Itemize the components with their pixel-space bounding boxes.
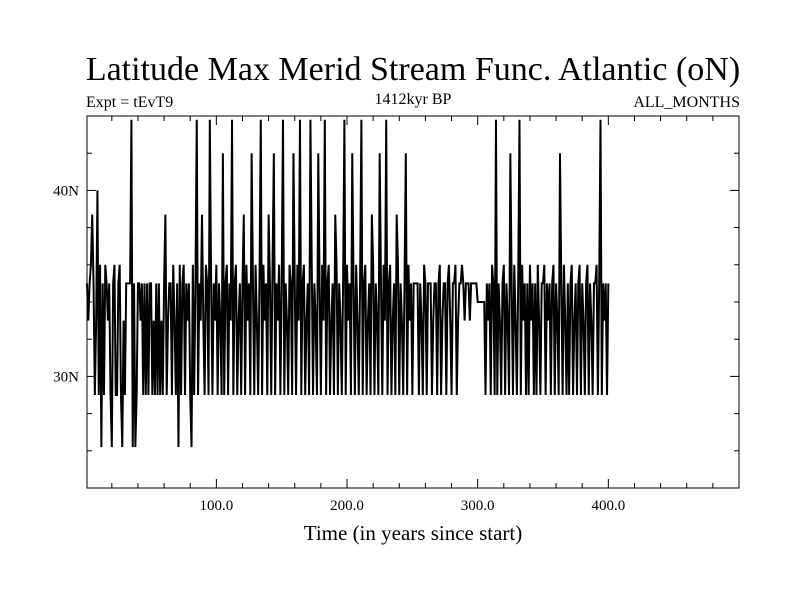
chart-subtitle-right: ALL_MONTHS xyxy=(633,94,740,111)
x-tick-label: 400.0 xyxy=(591,498,625,514)
chart-subtitle-left: Expt = tEvT9 xyxy=(86,94,173,111)
tick-labels: 100.0 200.0 300.0 400.0 30N 40N xyxy=(53,183,625,514)
chart-subtitle-center: 1412kyr BP xyxy=(375,91,452,108)
x-tick-label: 300.0 xyxy=(461,498,495,514)
series-line xyxy=(86,119,610,448)
x-tick-label: 100.0 xyxy=(199,498,233,514)
x-axis-label: Time (in years since start) xyxy=(304,521,523,545)
chart-title: Latitude Max Merid Stream Func. Atlantic… xyxy=(86,51,740,88)
y-tick-label: 40N xyxy=(53,183,79,199)
x-tick-label: 200.0 xyxy=(330,498,364,514)
axis-ticks xyxy=(87,116,739,488)
y-tick-label: 30N xyxy=(53,369,79,385)
